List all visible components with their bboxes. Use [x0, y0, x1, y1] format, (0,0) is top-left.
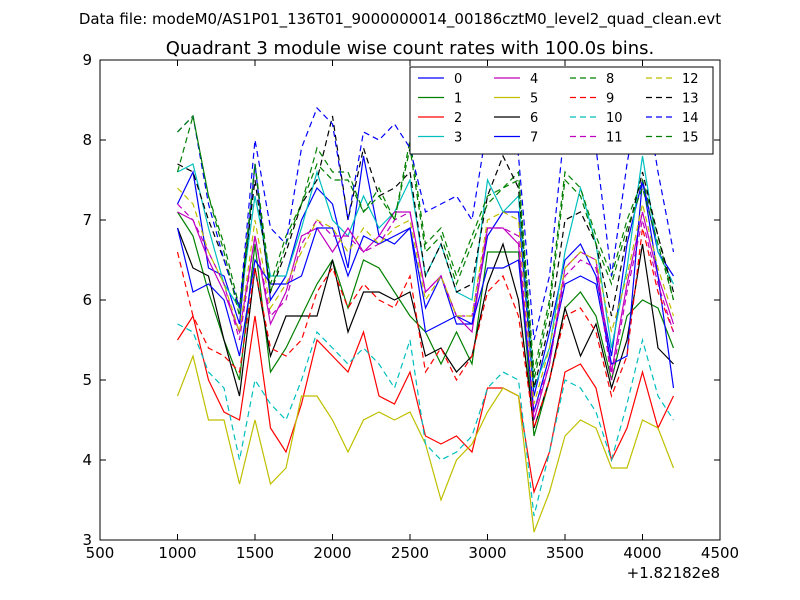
series-line-13 — [177, 115, 675, 389]
x-tick-label: 4500 — [701, 544, 739, 562]
legend-label-15: 15 — [682, 131, 699, 146]
series-line-9 — [176, 227, 675, 429]
y-tick-label: 4 — [82, 451, 92, 469]
y-tick-label: 8 — [82, 131, 92, 149]
series-line-6 — [176, 227, 674, 429]
series-group — [176, 75, 675, 533]
chart-title: Quadrant 3 module wise count rates with … — [166, 38, 655, 59]
series-line-7 — [176, 179, 675, 413]
legend-label-7: 7 — [530, 131, 538, 146]
plot-area: 500 1000 1500 2000 2500 3000 3500 4000 4500 3 4 5 6 7… — [82, 51, 739, 562]
legend-label-6: 6 — [530, 111, 538, 126]
series-line-14 — [177, 75, 675, 341]
x-tick-label: 3000 — [468, 544, 506, 562]
legend-label-8: 8 — [606, 72, 614, 87]
legend-label-11: 11 — [606, 131, 623, 146]
legend-label-10: 10 — [606, 111, 623, 126]
y-tick-label: 7 — [82, 211, 92, 229]
x-tick-label: 1000 — [158, 544, 196, 562]
legend-label-12: 12 — [682, 72, 699, 87]
series-line-10 — [177, 323, 675, 517]
x-tick-label: 2500 — [391, 544, 429, 562]
x-tick-label: 3500 — [546, 544, 584, 562]
y-tick-label: 6 — [82, 291, 92, 309]
legend-label-9: 9 — [606, 92, 614, 107]
x-offset-label: +1.82182e8 — [627, 564, 720, 582]
series-line-2 — [176, 314, 675, 495]
x-tick-label: 500 — [86, 544, 115, 562]
legend-label-5: 5 — [530, 92, 538, 107]
legend-label-2: 2 — [454, 111, 462, 126]
legend-label-14: 14 — [682, 111, 699, 126]
y-tick-label: 3 — [82, 531, 92, 549]
series-line-11 — [177, 203, 675, 413]
y-tick-label: 9 — [82, 51, 92, 69]
legend-label-13: 13 — [682, 92, 699, 107]
legend-label-3: 3 — [454, 131, 462, 146]
legend-label-0: 0 — [454, 72, 462, 87]
legend-label-1: 1 — [454, 92, 462, 107]
series-line-12 — [177, 187, 675, 405]
series-line-15 — [177, 114, 675, 381]
chart-suptitle: Data file: modeM0/AS1P01_136T01_90000000… — [79, 10, 721, 29]
x-tick-label: 1500 — [236, 544, 274, 562]
legend-label-4: 4 — [530, 72, 538, 87]
x-tick-label: 4000 — [623, 544, 661, 562]
legend-box — [409, 66, 714, 155]
x-tick-label: 2000 — [313, 544, 351, 562]
y-tick-label: 5 — [82, 371, 92, 389]
